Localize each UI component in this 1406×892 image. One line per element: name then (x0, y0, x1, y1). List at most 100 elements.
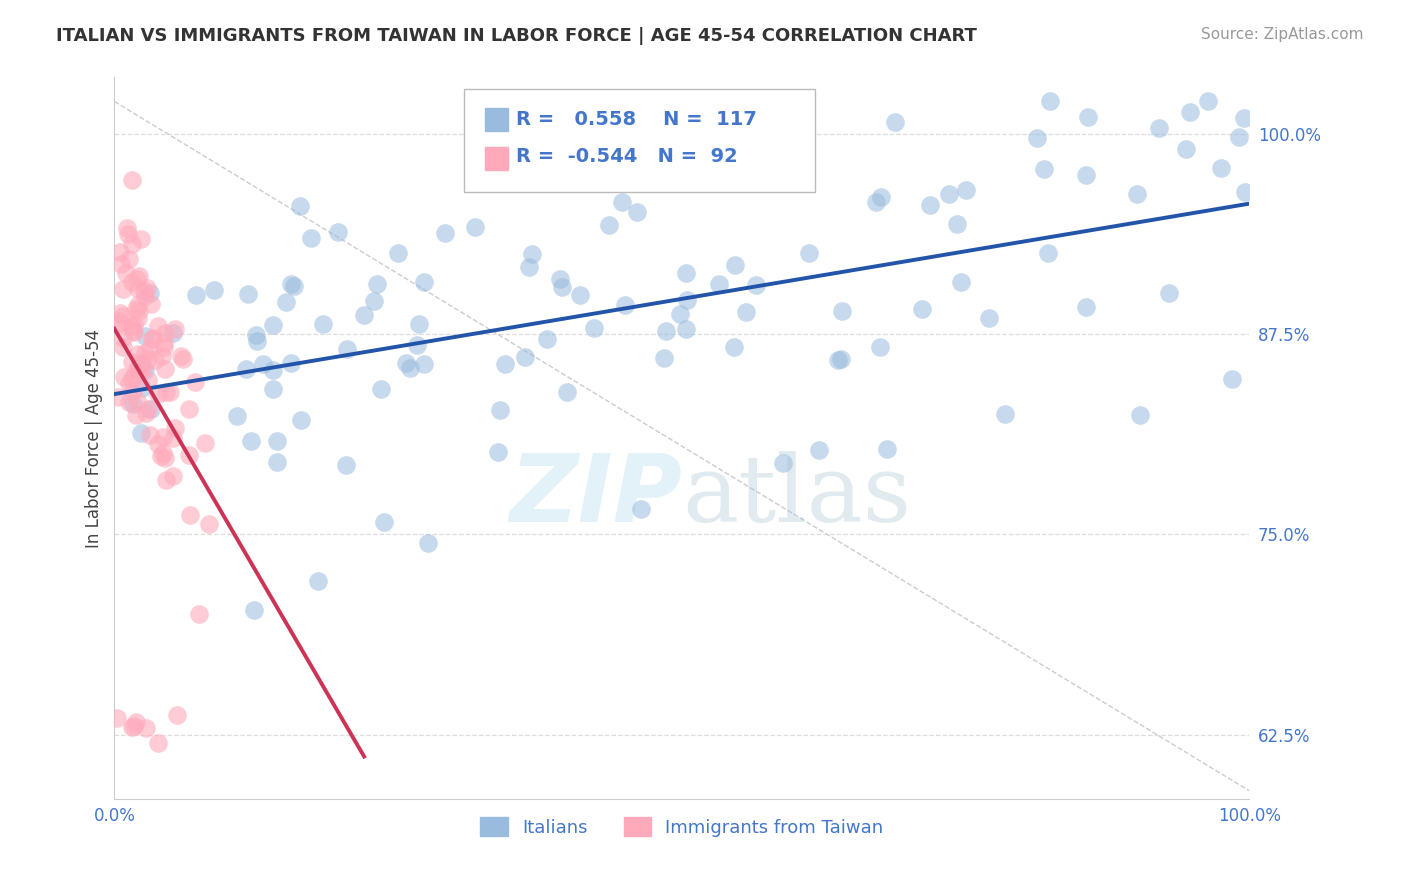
Point (143, 352, 166, 367)
Point (353, 308, 375, 322)
Point (111, 331, 134, 345)
Point (949, 276, 972, 290)
Text: ITALIAN VS IMMIGRANTS FROM TAIWAN IN LABOR FORCE | AGE 45-54 CORRELATION CHART: ITALIAN VS IMMIGRANTS FROM TAIWAN IN LAB… (56, 27, 977, 45)
Point (274, 294, 297, 309)
Point (162, 431, 184, 445)
Point (127, 363, 149, 377)
Point (125, 302, 148, 317)
Point (139, 297, 162, 311)
Point (163, 322, 186, 336)
Point (724, 258, 747, 272)
Point (111, 339, 134, 353)
Point (613, 298, 636, 312)
Point (179, 508, 201, 522)
Point (179, 448, 201, 462)
Point (1197, 95, 1219, 109)
Point (387, 245, 409, 260)
Point (131, 357, 153, 371)
Point (548, 272, 571, 286)
Point (723, 340, 745, 354)
Point (1036, 245, 1059, 260)
Point (162, 469, 184, 483)
Point (108, 306, 131, 320)
Point (408, 317, 430, 331)
Point (955, 183, 977, 197)
Point (146, 318, 169, 333)
Point (373, 515, 395, 529)
Point (235, 361, 257, 376)
Point (288, 199, 311, 213)
Point (155, 473, 177, 487)
Point (128, 268, 150, 283)
Point (153, 326, 176, 340)
Point (105, 711, 128, 725)
Point (1147, 120, 1170, 135)
Point (136, 352, 159, 367)
Point (675, 266, 697, 280)
Point (513, 350, 536, 364)
Point (118, 395, 141, 409)
Point (121, 173, 143, 187)
Point (307, 574, 329, 588)
Point (155, 451, 177, 466)
Point (1233, 111, 1256, 125)
Point (107, 390, 129, 404)
Point (734, 305, 756, 319)
Point (148, 736, 170, 750)
Point (918, 198, 941, 212)
Point (1032, 162, 1054, 177)
Point (1211, 161, 1233, 176)
Point (125, 408, 148, 422)
Point (370, 382, 392, 396)
Point (266, 454, 288, 468)
Point (1129, 408, 1152, 422)
Point (142, 331, 165, 345)
Point (598, 219, 620, 233)
Point (1026, 131, 1049, 145)
Point (139, 428, 162, 442)
Point (290, 412, 312, 426)
Point (1077, 110, 1099, 124)
Point (876, 442, 898, 456)
Point (117, 376, 139, 390)
Point (141, 401, 163, 416)
Point (1227, 129, 1250, 144)
Point (772, 456, 794, 470)
Point (551, 280, 574, 294)
Point (434, 227, 457, 241)
Point (121, 355, 143, 369)
Point (193, 435, 215, 450)
Point (911, 302, 934, 317)
Point (464, 220, 486, 235)
Point (170, 349, 193, 363)
Point (536, 332, 558, 346)
Point (111, 282, 134, 296)
Point (569, 288, 592, 302)
Point (884, 115, 907, 129)
Point (413, 275, 436, 289)
Point (152, 430, 174, 444)
Text: Source: ZipAtlas.com: Source: ZipAtlas.com (1201, 27, 1364, 42)
Y-axis label: In Labor Force | Age 45-54: In Labor Force | Age 45-54 (86, 328, 103, 548)
Point (399, 361, 422, 376)
Point (121, 720, 143, 734)
Point (129, 356, 152, 370)
Point (630, 502, 652, 516)
Point (153, 340, 176, 354)
Text: R =  -0.544   N =  92: R = -0.544 N = 92 (516, 147, 738, 166)
Point (110, 257, 132, 271)
Legend: Italians, Immigrants from Taiwan: Italians, Immigrants from Taiwan (474, 810, 890, 844)
Point (707, 277, 730, 292)
Point (1074, 300, 1097, 314)
Point (262, 363, 284, 377)
Point (865, 195, 887, 210)
Point (183, 375, 205, 389)
Point (149, 449, 172, 463)
Point (127, 298, 149, 312)
Point (198, 517, 221, 532)
Point (312, 317, 335, 331)
Point (165, 420, 187, 434)
Point (242, 603, 264, 617)
Point (179, 401, 201, 416)
Point (134, 284, 156, 298)
